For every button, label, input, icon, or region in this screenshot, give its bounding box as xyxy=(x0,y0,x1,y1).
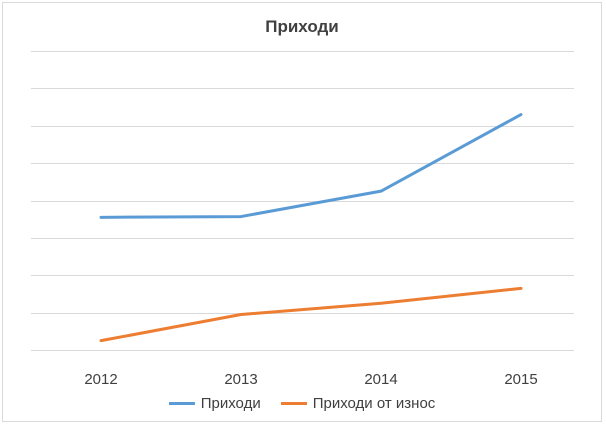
legend-item: Приходи xyxy=(168,395,261,412)
x-tick-label: 2015 xyxy=(504,371,537,388)
legend-item: Приходи от износ xyxy=(280,395,436,412)
legend-swatch xyxy=(168,402,195,405)
legend-label: Приходи xyxy=(200,395,261,412)
legend: Приходи Приходи от износ xyxy=(3,395,601,412)
chart-title: Приходи xyxy=(265,17,339,36)
x-tick-label: 2014 xyxy=(364,371,397,388)
gridlines xyxy=(31,51,574,351)
x-tick-label: 2012 xyxy=(84,371,117,388)
x-tick-label: 2013 xyxy=(224,371,257,388)
series-line-2 xyxy=(99,286,523,343)
plot-area: 2012 2013 2014 2015 xyxy=(31,51,574,388)
x-tick-labels: 2012 2013 2014 2015 xyxy=(84,371,537,388)
series-line-1 xyxy=(99,113,523,219)
series-lines xyxy=(99,113,523,343)
legend-swatch xyxy=(280,402,307,405)
legend-label: Приходи от износ xyxy=(312,395,436,412)
chart-frame: Приходи 2012 2013 2014 2015 Приходи Приходи … xyxy=(2,2,602,422)
